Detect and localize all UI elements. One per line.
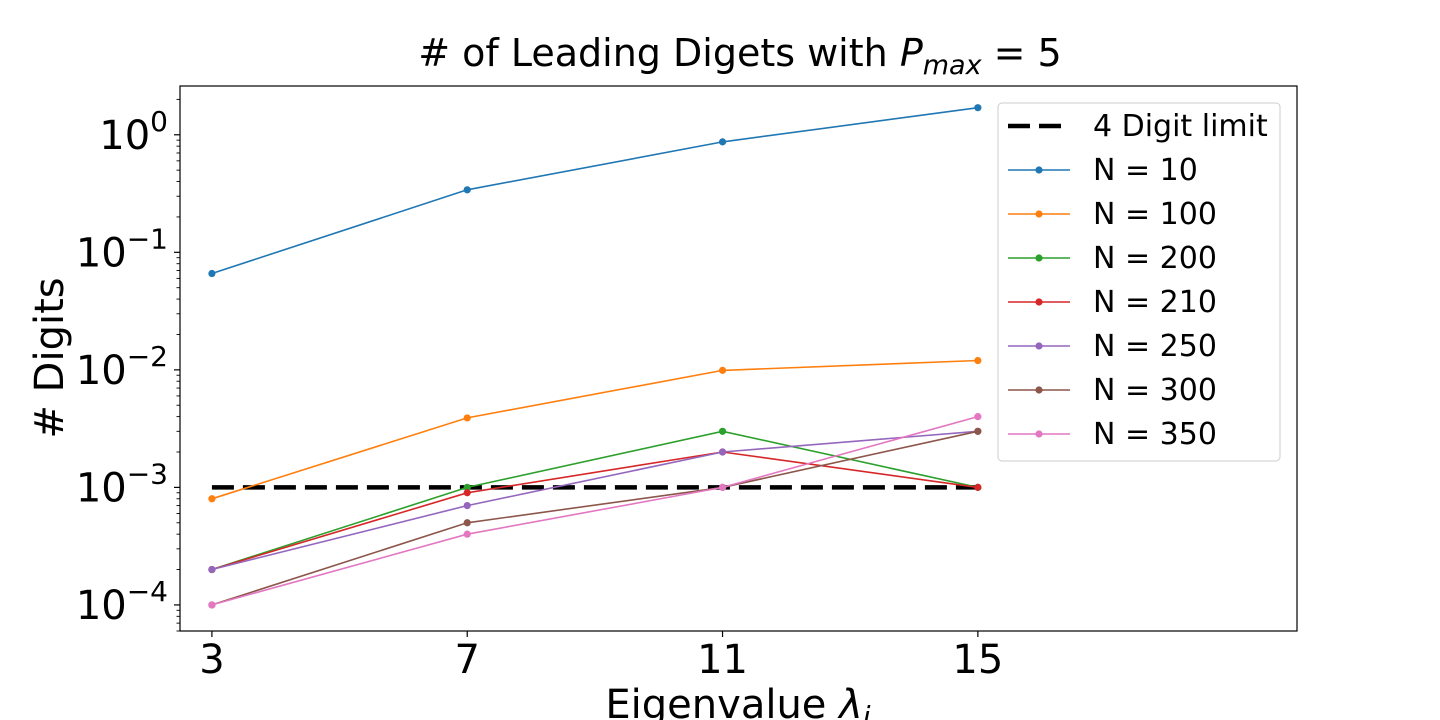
title-suffix: = 5 — [982, 31, 1062, 75]
plot-frame — [179, 85, 1298, 632]
data-point — [974, 427, 982, 435]
title-subscript: max — [923, 50, 983, 81]
y-axis-label: # Digits — [27, 277, 73, 438]
data-point — [463, 489, 471, 497]
x-tick-label: 11 — [697, 637, 748, 683]
chart-title: # of Leading Digets with Pmax = 5 — [418, 31, 1062, 81]
y-tick-label: 10−1 — [76, 222, 168, 276]
legend-label: 4 Digit limit — [1093, 109, 1268, 144]
data-point — [208, 565, 216, 574]
data-point — [463, 501, 471, 510]
legend-item: N = 350 — [1008, 417, 1217, 452]
series-n-350 — [208, 413, 982, 609]
legend-item: N = 300 — [1008, 373, 1217, 408]
legend-marker — [1035, 166, 1043, 174]
data-point — [463, 519, 471, 527]
data-point — [974, 104, 982, 112]
legend-label: N = 100 — [1093, 197, 1217, 232]
plot-area — [208, 104, 982, 609]
series-line — [211, 451, 979, 571]
data-point — [463, 414, 471, 422]
y-tick-label: 10−2 — [76, 340, 168, 394]
data-point — [718, 366, 727, 374]
data-point — [974, 356, 982, 365]
data-point — [974, 483, 982, 491]
series-n-100 — [208, 356, 982, 503]
x-tick-label: 3 — [199, 637, 224, 683]
series-line — [211, 415, 979, 606]
data-point — [463, 483, 471, 491]
series-line — [211, 106, 979, 275]
x-tick-label: 7 — [455, 637, 480, 683]
data-point — [208, 495, 216, 503]
data-point — [208, 601, 216, 609]
title-prefix: # of Leading Digets with — [418, 31, 900, 75]
legend-marker — [1035, 298, 1043, 306]
y-tick-label: 10−4 — [76, 575, 168, 629]
series-line — [211, 430, 978, 571]
legend-marker — [1035, 254, 1043, 262]
x-axis-ticks: 3 7 11 15 — [199, 631, 1003, 683]
legend-label: N = 350 — [1093, 417, 1217, 452]
legend-item: N = 250 — [1008, 329, 1217, 364]
legend-marker — [1035, 342, 1043, 350]
x-tick-label: 15 — [952, 637, 1003, 683]
title-symbol: P — [900, 31, 923, 75]
series-line — [211, 359, 978, 500]
legend-item: N = 200 — [1008, 241, 1217, 276]
legend-marker — [1035, 430, 1043, 438]
data-point — [463, 186, 471, 194]
series-line — [211, 430, 979, 606]
x-label-subscript: i — [863, 700, 871, 720]
data-point — [463, 530, 471, 538]
x-axis-label: Eigenvalue λi — [605, 682, 870, 720]
legend-label: N = 200 — [1093, 241, 1217, 276]
x-label-text: Eigenvalue — [605, 682, 839, 720]
data-point — [974, 413, 982, 421]
legend: 4 Digit limit N = 10 N = 100 N = 200 N = 210… — [997, 102, 1281, 462]
data-point — [718, 427, 727, 435]
legend-marker — [1035, 386, 1043, 394]
y-tick-label: 10−3 — [76, 457, 168, 511]
data-point — [208, 269, 216, 278]
series-n-10 — [208, 104, 982, 278]
x-label-symbol: λ — [837, 682, 863, 720]
legend-label: N = 250 — [1093, 329, 1217, 364]
legend-label: N = 10 — [1093, 153, 1198, 188]
legend-marker — [1035, 210, 1043, 218]
data-point — [718, 448, 727, 456]
legend-label: N = 300 — [1093, 373, 1217, 408]
legend-item: 4 Digit limit — [1008, 109, 1268, 144]
legend-label: N = 210 — [1093, 285, 1217, 320]
legend-item: N = 10 — [1008, 153, 1198, 188]
data-point — [718, 483, 727, 491]
legend-item: N = 100 — [1008, 197, 1217, 232]
data-point — [718, 138, 727, 146]
y-tick-label: 100 — [99, 105, 168, 159]
legend-box — [997, 102, 1281, 462]
legend-item: N = 210 — [1008, 285, 1217, 320]
